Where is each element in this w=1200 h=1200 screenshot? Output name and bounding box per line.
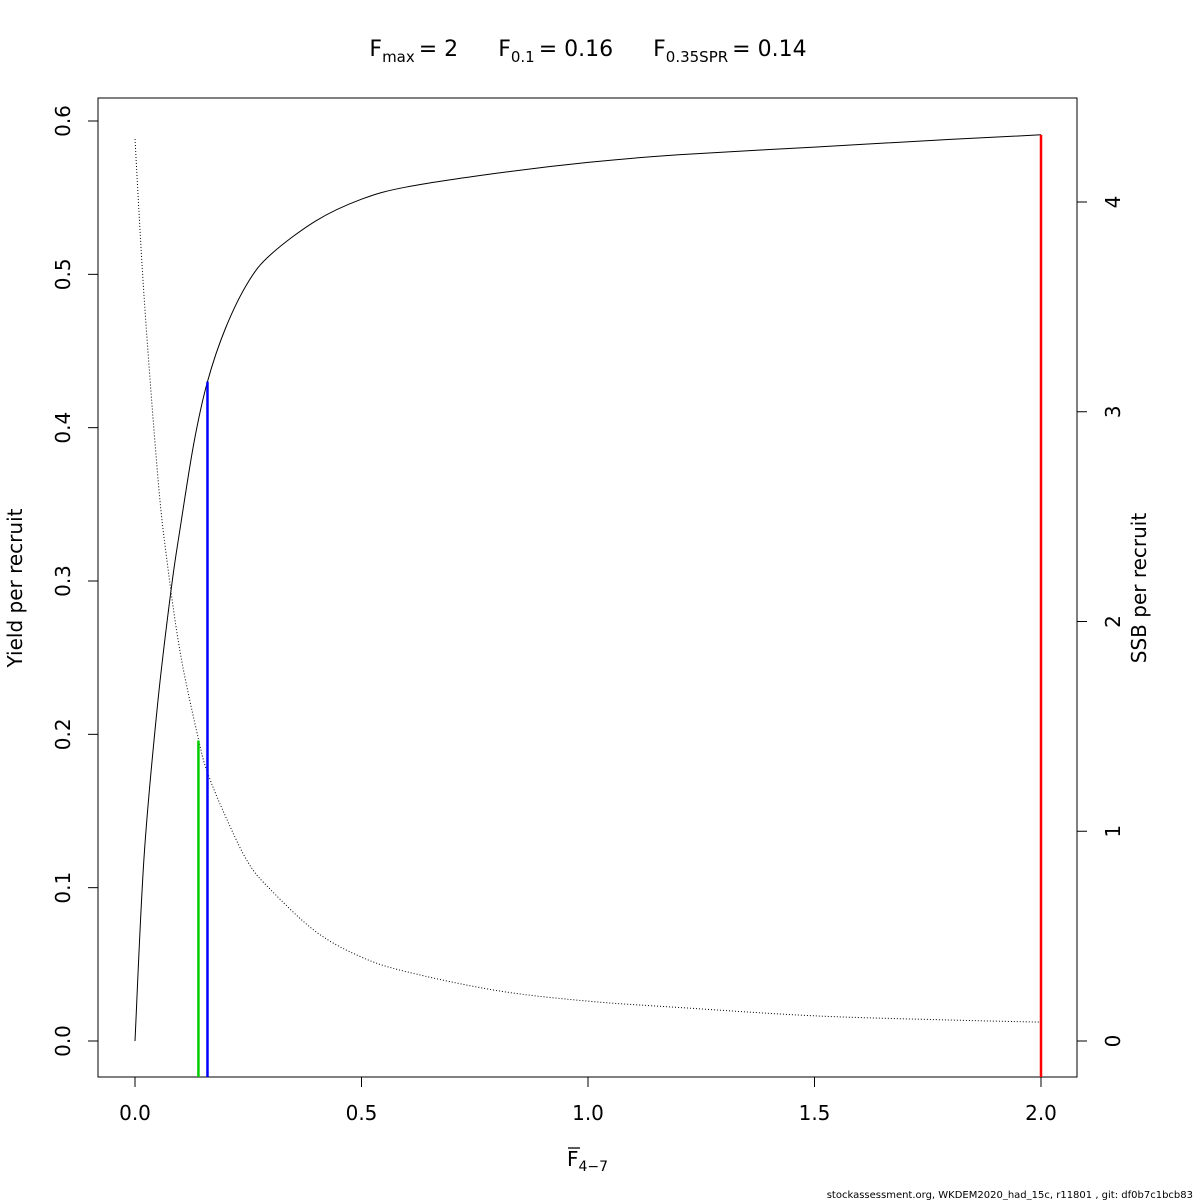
x-label-symbol: F — [567, 1147, 579, 1171]
y-axis-left-label: Yield per recruit — [3, 508, 27, 668]
ssb-per-recruit-curve — [134, 139, 1042, 1023]
chart-title: Fmax = 2 F0.1 = 0.16 F0.35SPR = 0.14 — [369, 37, 806, 66]
x-axis: 0.0 0.5 1.0 1.5 2.0 — [119, 1077, 1057, 1125]
y-right-tick-label: 4 — [1101, 196, 1125, 209]
y-left-tick-label: 0.0 — [51, 1025, 75, 1057]
x-label-subscript: 4−7 — [579, 1159, 609, 1175]
title-fmax-symbol: F — [369, 37, 382, 62]
y-left-tick-label: 0.4 — [51, 412, 75, 444]
y-right-tick-label: 2 — [1101, 615, 1125, 628]
y-axis-right: 0 1 2 3 4 — [1077, 196, 1125, 1048]
x-tick-label: 0.5 — [346, 1101, 378, 1125]
reference-lines — [197, 134, 1043, 1077]
footnote: stockassessment.org, WKDEM2020_had_15c, … — [827, 1190, 1193, 1200]
title-fspr-value: = 0.14 — [732, 37, 806, 62]
x-axis-label: F4−7 — [567, 1147, 608, 1175]
title-f01-value: = 0.16 — [539, 37, 613, 62]
y-right-tick-label: 0 — [1101, 1035, 1125, 1048]
title-fmax-value: = 2 — [419, 37, 458, 62]
y-left-tick-label: 0.3 — [51, 565, 75, 597]
x-tick-label: 2.0 — [1025, 1101, 1057, 1125]
yield-per-recruit-curve — [134, 134, 1042, 1042]
y-axis-left: 0.0 0.1 0.2 0.3 0.4 0.5 0.6 — [51, 105, 98, 1057]
y-left-tick-label: 0.1 — [51, 872, 75, 904]
y-left-tick-label: 0.5 — [51, 258, 75, 290]
y-axis-right-label: SSB per recruit — [1127, 513, 1151, 664]
plot-frame — [97, 97, 1078, 1078]
title-fspr-subscript: 0.35SPR — [666, 48, 728, 66]
title-f01-symbol: F — [498, 37, 511, 62]
y-left-tick-label: 0.6 — [51, 105, 75, 137]
x-tick-label: 1.5 — [799, 1101, 831, 1125]
y-right-tick-label: 1 — [1101, 825, 1125, 838]
y-right-tick-label: 3 — [1101, 405, 1125, 418]
y-left-tick-label: 0.2 — [51, 718, 75, 750]
x-tick-label: 0.0 — [119, 1101, 151, 1125]
curves — [134, 134, 1042, 1042]
title-f01-subscript: 0.1 — [511, 48, 535, 66]
x-tick-label: 1.0 — [572, 1101, 604, 1125]
title-fspr-symbol: F — [653, 37, 666, 62]
title-fmax-subscript: max — [382, 48, 415, 66]
